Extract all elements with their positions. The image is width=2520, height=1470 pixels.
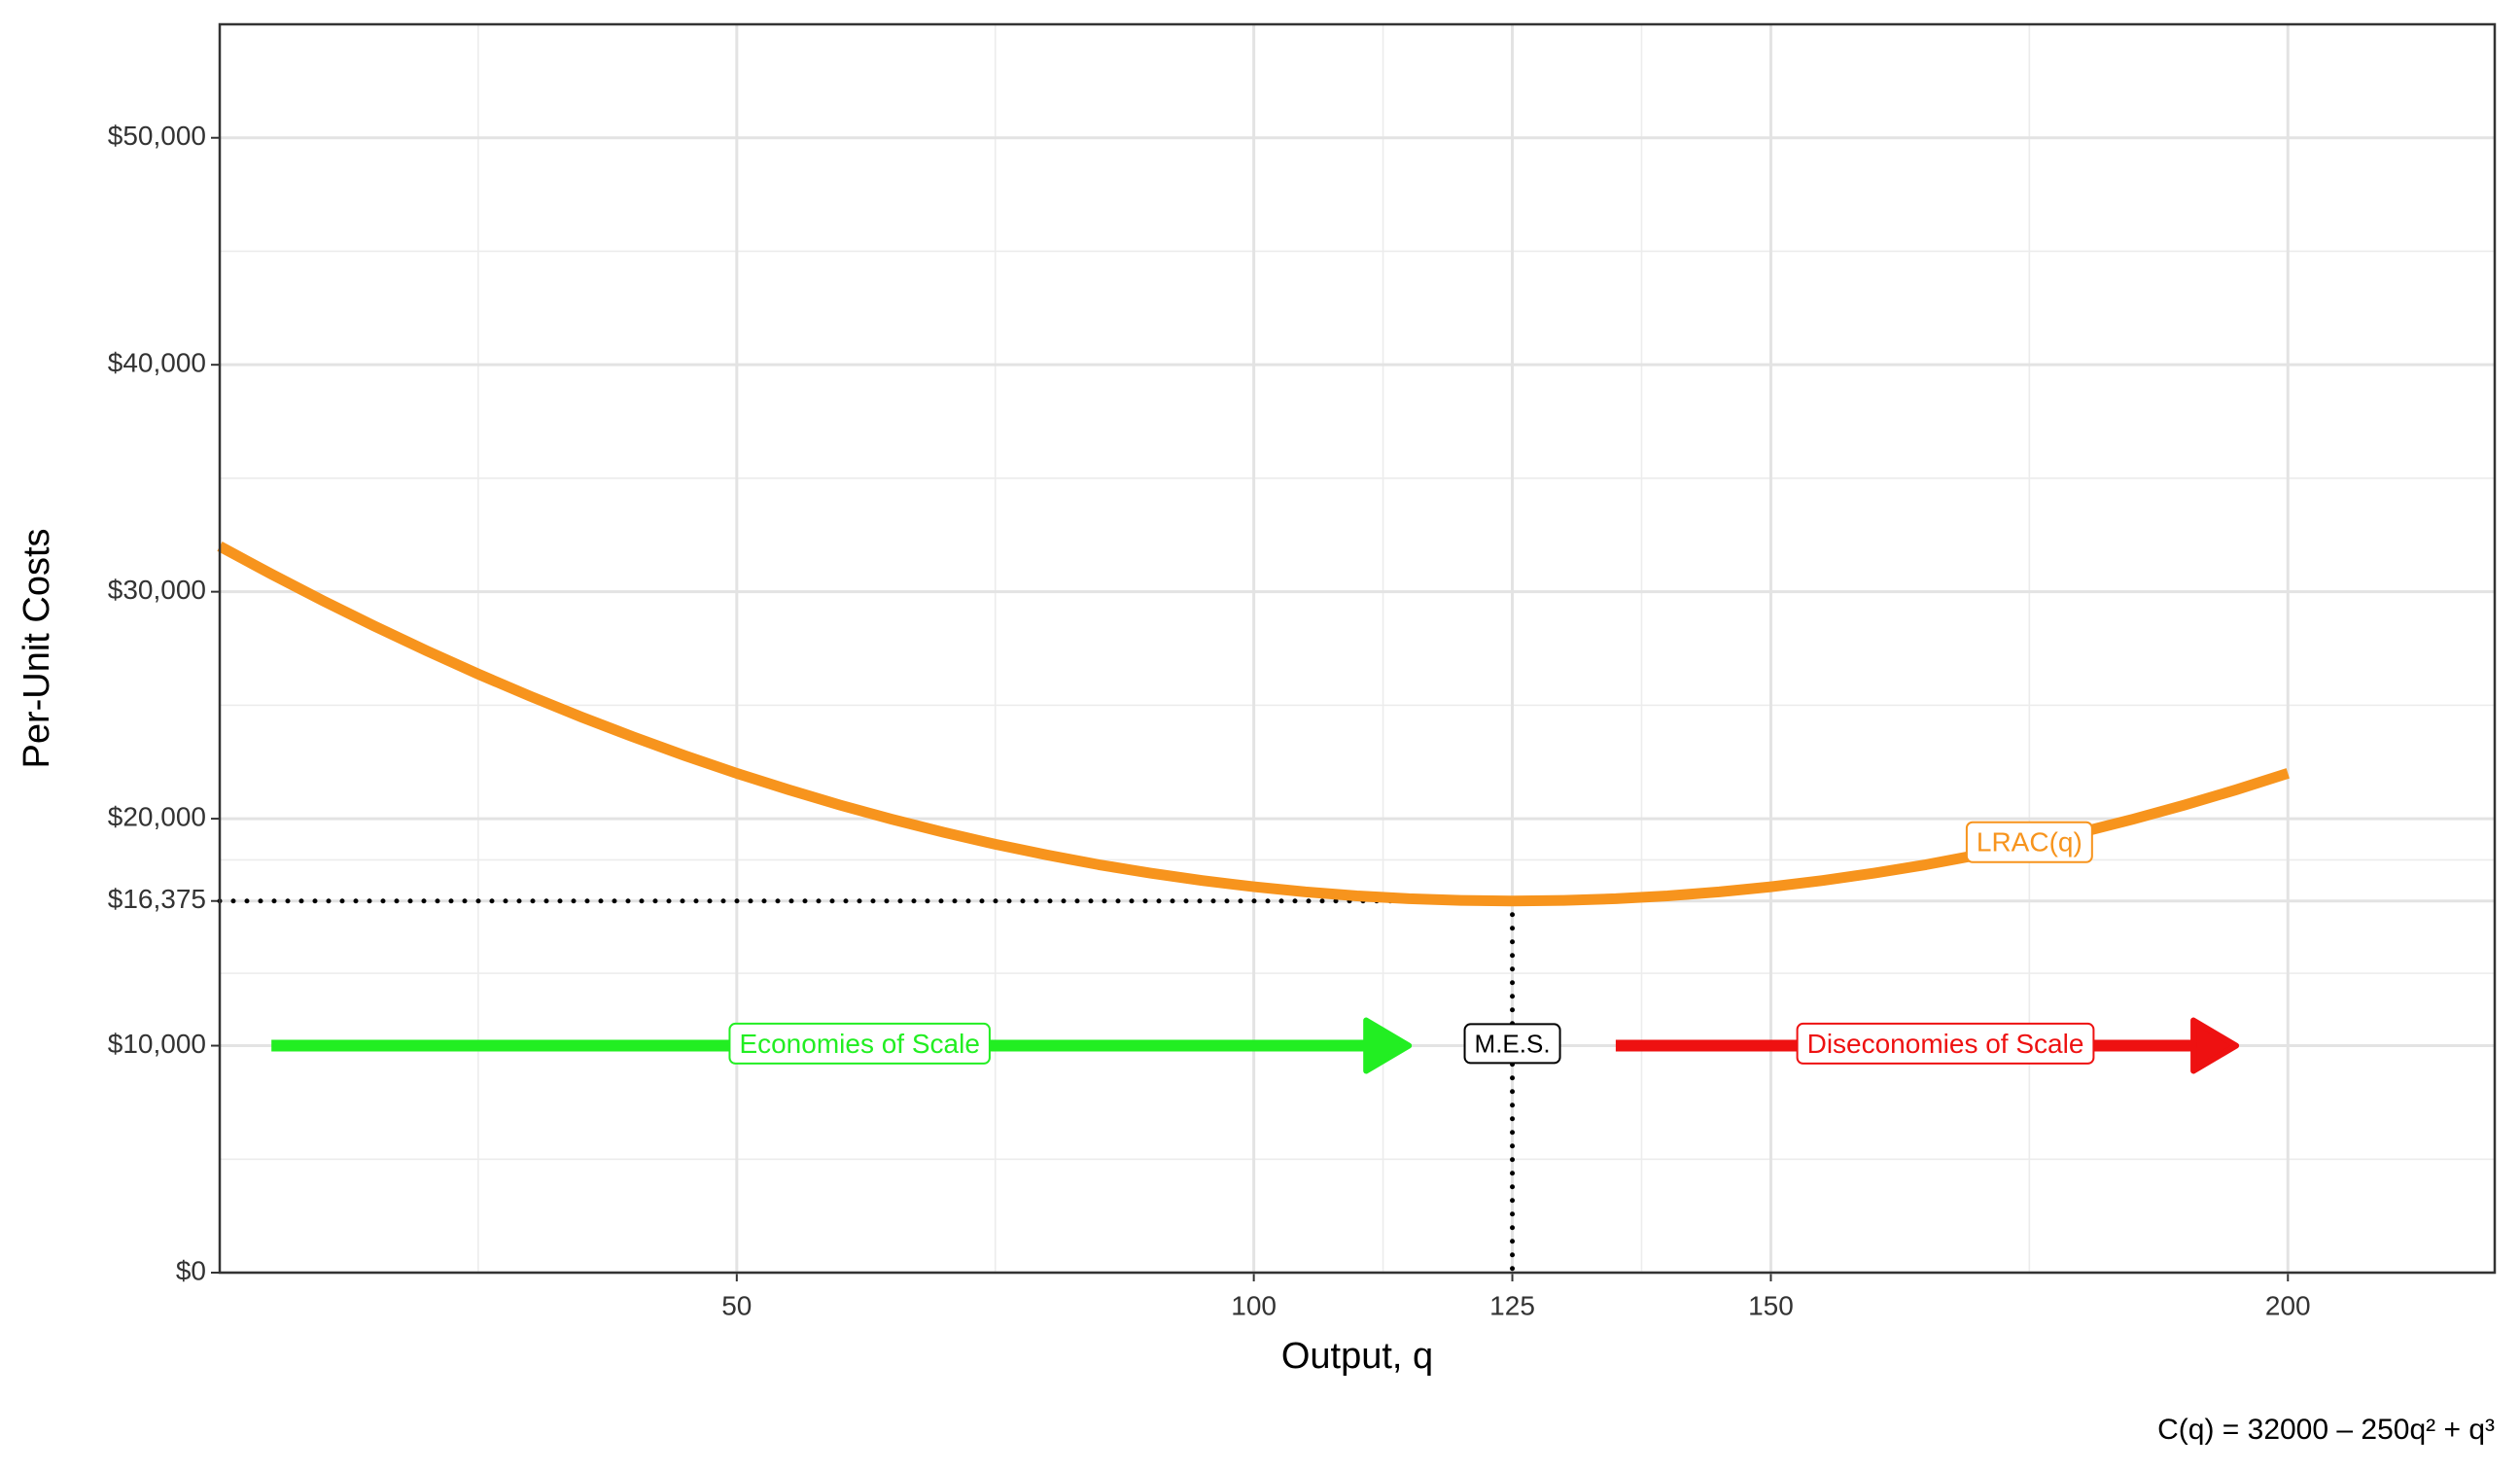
mes-label-box (1463, 1023, 1561, 1065)
y-axis-title: Per-Unit Costs (17, 528, 57, 768)
arrow-label: Diseconomies of Scale (1807, 1029, 2084, 1059)
arrow-label: Economies of Scale (739, 1029, 979, 1059)
series-label: LRAC(q) (1977, 827, 2082, 858)
lrac-line (217, 542, 2290, 907)
arrow-label-box (728, 1022, 991, 1065)
x-tick-label: 50 (721, 1290, 752, 1320)
y-tick-label: $30,000 (108, 575, 206, 605)
x-tick-label: 200 (2265, 1290, 2311, 1320)
x-tick-label: 100 (1231, 1290, 1277, 1320)
series-label-box (1965, 821, 2093, 863)
x-axis-title: Output, q (1281, 1336, 1433, 1377)
mes-label-group: M.E.S. (1463, 1023, 1561, 1065)
x-tick-label: 125 (1489, 1290, 1535, 1320)
plot-border (218, 22, 2497, 1275)
arrow-label-box (1796, 1022, 2095, 1065)
y-tick-label: $20,000 (108, 801, 206, 831)
arrowhead (1363, 1017, 1413, 1074)
y-tick-label: $0 (176, 1255, 206, 1285)
arrowhead (2190, 1017, 2240, 1074)
y-tick-label: $50,000 (108, 121, 206, 151)
series-label-group: LRAC(q) (1965, 821, 2093, 863)
mes-label: M.E.S. (1475, 1029, 1551, 1058)
arrow-label-group: Economies of Scale (728, 1022, 991, 1065)
y-tick-label: $40,000 (108, 348, 206, 378)
arrow-label-group: Diseconomies of Scale (1796, 1022, 2095, 1065)
y-tick-label: $10,000 (108, 1029, 206, 1059)
caption: C(q) = 32000 – 250q² + q³ (2157, 1414, 2495, 1446)
y-tick-label: $16,375 (108, 884, 206, 914)
x-tick-label: 150 (1748, 1290, 1794, 1320)
